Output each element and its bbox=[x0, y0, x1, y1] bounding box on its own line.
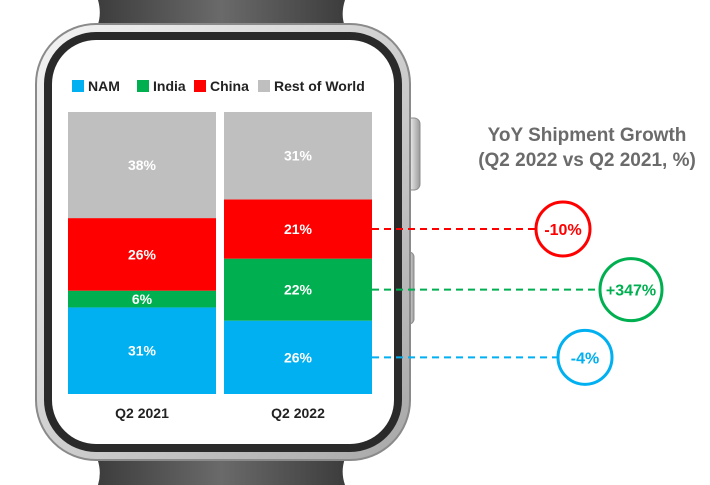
x-tick-label-q2-2022: Q2 2022 bbox=[271, 405, 325, 421]
legend-item-china: China bbox=[194, 78, 249, 94]
growth-label-china: -10% bbox=[544, 222, 581, 239]
growth-panel: YoY Shipment Growth (Q2 2022 vs Q2 2021,… bbox=[372, 125, 696, 386]
legend-swatch-rest-of-world bbox=[258, 80, 270, 92]
x-axis-tick-labels: Q2 2021 Q2 2022 bbox=[115, 405, 325, 421]
growth-title-line1: YoY Shipment Growth bbox=[488, 125, 687, 146]
legend-label-china: China bbox=[210, 78, 249, 94]
data-label-nam-q2-2021: 31% bbox=[128, 343, 157, 359]
bar-segment-rest-of-world-q2-2022 bbox=[224, 112, 372, 200]
growth-circle-china bbox=[534, 200, 592, 258]
bar-segment-china-q2-2021 bbox=[68, 218, 216, 291]
growth-circle-india bbox=[598, 257, 664, 323]
legend-item-india: India bbox=[137, 78, 186, 94]
legend: NAM India China Rest of World bbox=[72, 78, 365, 94]
legend-item-rest-of-world: Rest of World bbox=[258, 78, 365, 94]
data-label-nam-q2-2022: 26% bbox=[284, 349, 313, 365]
legend-swatch-india bbox=[137, 80, 149, 92]
growth-label-india: +347% bbox=[606, 283, 656, 300]
bar-segment-india-q2-2022 bbox=[224, 258, 372, 321]
growth-label-nam: -4% bbox=[571, 350, 599, 367]
growth-circle-nam bbox=[556, 328, 614, 386]
legend-swatch-nam bbox=[72, 80, 84, 92]
legend-label-nam: NAM bbox=[88, 78, 120, 94]
data-label-india-q2-2021: 6% bbox=[132, 291, 153, 307]
bar-segment-india-q2-2021 bbox=[68, 290, 216, 308]
legend-item-nam: NAM bbox=[72, 78, 120, 94]
data-label-china-q2-2021: 26% bbox=[128, 246, 157, 262]
bar-segment-china-q2-2022 bbox=[224, 199, 372, 259]
legend-label-rest-of-world: Rest of World bbox=[274, 78, 365, 94]
data-label-india-q2-2022: 22% bbox=[284, 282, 313, 298]
x-tick-label-q2-2021: Q2 2021 bbox=[115, 405, 169, 421]
bar-segment-nam-q2-2021 bbox=[68, 307, 216, 394]
legend-label-india: India bbox=[153, 78, 186, 94]
stacked-bars: 31% 6% 26% 38% 26% 22% 21% 31% bbox=[68, 112, 372, 394]
growth-title-line2: (Q2 2022 vs Q2 2021, %) bbox=[478, 150, 696, 171]
legend-swatch-china bbox=[194, 80, 206, 92]
bar-segment-rest-of-world-q2-2021 bbox=[68, 112, 216, 219]
bar-segment-nam-q2-2022 bbox=[224, 320, 372, 394]
data-label-china-q2-2022: 21% bbox=[284, 221, 313, 237]
data-label-rest-of-world-q2-2022: 31% bbox=[284, 148, 313, 164]
data-label-rest-of-world-q2-2021: 38% bbox=[128, 157, 157, 173]
growth-callouts: -10% +347% -4% bbox=[372, 200, 664, 386]
